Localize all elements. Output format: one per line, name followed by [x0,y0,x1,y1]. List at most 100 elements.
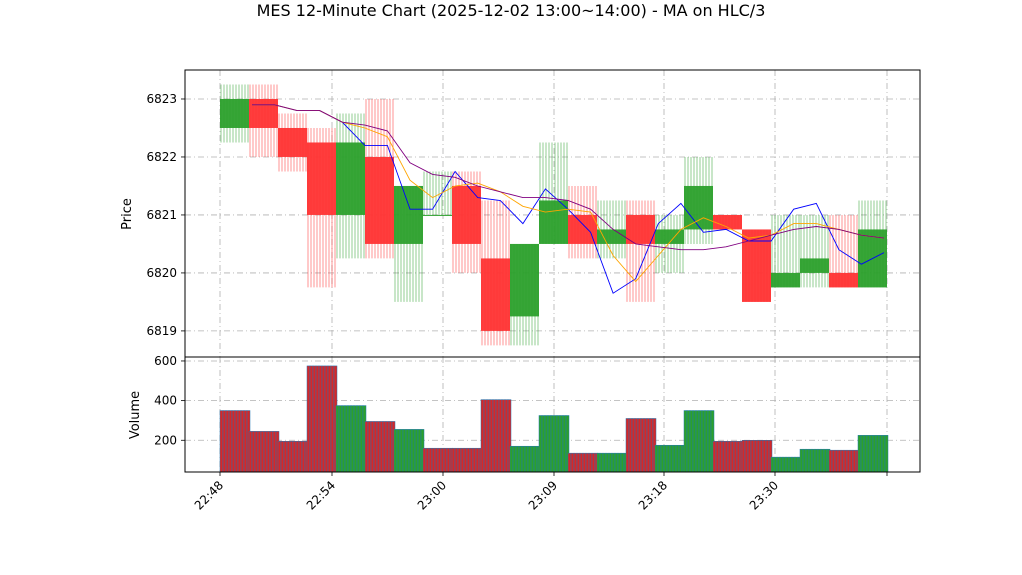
volume-bar-slice [811,448,816,473]
volume-bar-slice [318,365,323,473]
volume-bar-slice [828,449,833,473]
volume-bar [364,421,396,473]
volume-bar-slice [544,415,549,473]
volume-bar-slice [567,452,572,473]
x-axis: 22:48 22:54 23:00 23:09 23:18 23:30 [192,472,888,513]
volume-bar-slice [617,452,622,473]
volume-bar-slice [588,452,593,473]
volume-bar-slice [231,410,236,473]
volume-bar-slice [802,448,807,473]
volume-bar-slice [315,365,320,473]
volume-bar-slice [306,365,311,473]
volume-bar-slice [521,445,526,473]
volume-bar-slice [747,440,752,473]
volume-bar-slice [283,441,288,473]
volume-bar-slice [620,452,625,473]
volume-bar-slice [356,405,361,473]
volume-bar [538,415,570,473]
volume-bar-slice [744,440,749,473]
volume-bar-slice [309,365,314,473]
ma-line-2 [252,104,885,283]
volume-bar-slice [733,441,738,473]
volume-bar-slice [541,415,546,473]
candle [365,98,394,259]
volume-bar-slice [654,444,659,473]
volume-bar-slice [469,447,474,473]
volume-bar-slice [808,448,813,473]
volume-bar-slice [759,440,764,473]
volume-panel: 200 400 600 [154,354,921,473]
volume-bar-slice [399,429,404,473]
x-tick-label: 23:18 [636,478,670,512]
candle [858,200,887,288]
volume-bar-slice [350,405,355,473]
volume-bar-slice [596,452,601,473]
volume-bar-slice [483,399,488,473]
volume-bar-slice [382,421,387,473]
volume-bar-slice [875,435,880,473]
volume-bar [857,435,889,473]
volume-bar [654,444,686,473]
volume-bar-slice [431,447,436,473]
candle [394,185,423,302]
volume-bar-slice [515,445,520,473]
volume-bar-slice [860,435,865,473]
volume-bar-slice [770,456,775,473]
volume-bar-slice [840,449,845,473]
volume-bar-slice [689,410,694,473]
volume-bar-slice [486,399,491,473]
volume-axis-label: Volume [128,391,143,439]
volume-bar [219,410,251,473]
volume-bar-slice [257,431,262,473]
volume-bar-slice [263,431,268,473]
candle [655,214,684,273]
volume-bar-slice [324,365,329,473]
candle-body [626,214,655,244]
candle-body [365,156,394,244]
volume-bar-slice [338,405,343,473]
volume-bar-slice [805,448,810,473]
volume-bar-slice [666,444,671,473]
volume-bar-slice [640,418,645,473]
candle [510,243,539,346]
volume-bar-slice [292,441,297,473]
volume-ytick-label: 600 [154,354,177,368]
candle-body [539,200,568,244]
candle-body [423,214,452,216]
volume-bar-slice [562,415,567,473]
candle-body [336,142,365,215]
volume-bar-slice [266,431,271,473]
volume-bar-slice [881,435,886,473]
volume-bar [451,447,483,473]
volume-bar-slice [878,435,883,473]
volume-bar-slice [341,405,346,473]
volume-bar-slice [254,431,259,473]
volume-bar-slice [683,410,688,473]
price-ytick-label: 6823 [146,92,177,106]
candle-body [597,229,626,244]
volume-bar-slice [718,441,723,473]
volume-bar-slice [730,441,735,473]
volume-bar-slice [779,456,784,473]
candle-body [249,98,278,128]
volume-bar-slice [298,441,303,473]
volume-bar-slice [762,440,767,473]
volume-bar-slice [495,399,500,473]
volume-bar-slice [741,440,746,473]
volume-bar-slice [857,435,862,473]
volume-bar-slice [396,429,401,473]
volume-bar-slice [509,445,514,473]
volume-bar-slice [530,445,535,473]
candle-body [771,272,800,288]
volume-bar-slice [240,410,245,473]
x-tick-label: 22:48 [192,478,226,512]
volume-bar-slice [289,441,294,473]
candle-body [307,142,336,215]
volume-bar-slice [820,448,825,473]
volume-bar [712,441,744,473]
volume-bar-slice [301,441,306,473]
volume-bar-slice [492,399,497,473]
volume-bar-slice [286,441,291,473]
volume-bar [828,449,860,473]
